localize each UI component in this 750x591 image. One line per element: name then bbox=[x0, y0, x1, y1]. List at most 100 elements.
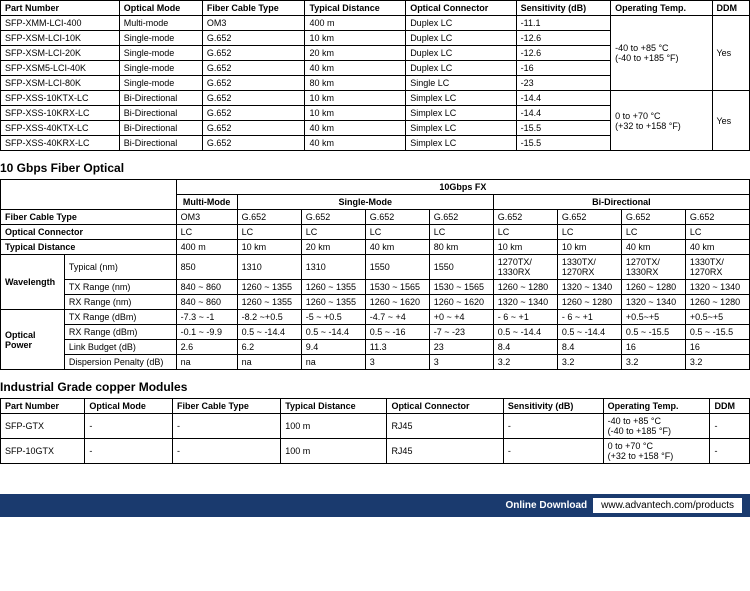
cell: - bbox=[710, 414, 750, 439]
cell: 3.2 bbox=[621, 355, 685, 370]
section-title-10gbps: 10 Gbps Fiber Optical bbox=[0, 161, 750, 175]
cell: Duplex LC bbox=[406, 16, 516, 31]
col-connector: Optical Connector bbox=[406, 1, 516, 16]
cell: - 6 ~ +1 bbox=[493, 310, 557, 325]
cell: 16 bbox=[685, 340, 749, 355]
cell: G.652 bbox=[429, 210, 493, 225]
cell: 10 km bbox=[493, 240, 557, 255]
cell: 0.5 ~ -14.4 bbox=[301, 325, 365, 340]
cell: G.652 bbox=[557, 210, 621, 225]
cell: +0 ~ +4 bbox=[429, 310, 493, 325]
cell: +0.5~+5 bbox=[685, 310, 749, 325]
ddm-cell: Yes bbox=[712, 16, 750, 91]
cell: SFP-XSS-10KTX-LC bbox=[1, 91, 120, 106]
cell: LC bbox=[301, 225, 365, 240]
cell: -16 bbox=[516, 61, 611, 76]
cell: 1550 bbox=[365, 255, 429, 280]
cell: 16 bbox=[621, 340, 685, 355]
table-row: SFP-GTX--100 mRJ45--40 to +85 °C(-40 to … bbox=[1, 414, 750, 439]
cell: 850 bbox=[176, 255, 237, 280]
sub-row-header: RX Range (dBm) bbox=[64, 325, 176, 340]
col-fiber-type: Fiber Cable Type bbox=[173, 399, 281, 414]
cell: 100 m bbox=[281, 414, 387, 439]
cell: na bbox=[237, 355, 301, 370]
cell: -7.3 ~ -1 bbox=[176, 310, 237, 325]
cell: -12.6 bbox=[516, 31, 611, 46]
op-temp-cell: 0 to +70 °C(+32 to +158 °F) bbox=[611, 91, 712, 151]
cell: 1320 ~ 1340 bbox=[621, 295, 685, 310]
cell: 840 ~ 860 bbox=[176, 280, 237, 295]
col-op-temp: Operating Temp. bbox=[603, 399, 710, 414]
cell: -40 to +85 °C(-40 to +185 °F) bbox=[603, 414, 710, 439]
cell: LC bbox=[493, 225, 557, 240]
cell: 3.2 bbox=[685, 355, 749, 370]
table-row: Optical ConnectorLCLCLCLCLCLCLCLCLC bbox=[1, 225, 750, 240]
mode-bidir: Bi-Directional bbox=[493, 195, 749, 210]
ten-gbps-table: 10Gbps FX Multi-Mode Single-Mode Bi-Dire… bbox=[0, 179, 750, 370]
cell: 6.2 bbox=[237, 340, 301, 355]
cell: - bbox=[503, 439, 603, 464]
top-header-10gbps-fx: 10Gbps FX bbox=[176, 180, 749, 195]
cell: 400 m bbox=[305, 16, 406, 31]
sub-row-header: RX Range (nm) bbox=[64, 295, 176, 310]
cell: G.652 bbox=[202, 76, 305, 91]
cell: 1260 ~ 1355 bbox=[301, 280, 365, 295]
cell: -8.2 ~+0.5 bbox=[237, 310, 301, 325]
cell: 0.5 ~ -15.5 bbox=[685, 325, 749, 340]
table-row: Link Budget (dB)2.66.29.411.3238.48.4161… bbox=[1, 340, 750, 355]
cell: 1310 bbox=[301, 255, 365, 280]
cell: 0 to +70 °C(+32 to +158 °F) bbox=[603, 439, 710, 464]
sub-row-header: Typical (nm) bbox=[64, 255, 176, 280]
table-row: Typical Distance400 m10 km20 km40 km80 k… bbox=[1, 240, 750, 255]
cell: 1310 bbox=[237, 255, 301, 280]
table-row: Fiber Cable TypeOM3G.652G.652G.652G.652G… bbox=[1, 210, 750, 225]
mode-single: Single-Mode bbox=[237, 195, 493, 210]
col-op-temp: Operating Temp. bbox=[611, 1, 712, 16]
cell: G.652 bbox=[202, 31, 305, 46]
cell: Single-mode bbox=[119, 31, 202, 46]
cell: - bbox=[85, 414, 173, 439]
row-header: Fiber Cable Type bbox=[1, 210, 177, 225]
col-part-number: Part Number bbox=[1, 399, 85, 414]
cell: Bi-Directional bbox=[119, 91, 202, 106]
cell: SFP-XSS-40KRX-LC bbox=[1, 136, 120, 151]
cell: - bbox=[710, 439, 750, 464]
cell: LC bbox=[237, 225, 301, 240]
cell: 1260 ~ 1280 bbox=[493, 280, 557, 295]
ddm-cell: Yes bbox=[712, 91, 750, 151]
cell: 40 km bbox=[685, 240, 749, 255]
cell: 8.4 bbox=[493, 340, 557, 355]
cell: LC bbox=[557, 225, 621, 240]
cell: 40 km bbox=[305, 121, 406, 136]
cell: 1260 ~ 1620 bbox=[365, 295, 429, 310]
col-distance: Typical Distance bbox=[305, 1, 406, 16]
group-header: Wavelength bbox=[1, 255, 65, 310]
cell: SFP-XSS-40KTX-LC bbox=[1, 121, 120, 136]
col-optical-mode: Optical Mode bbox=[85, 399, 173, 414]
cell: -11.1 bbox=[516, 16, 611, 31]
cell: SFP-XSS-10KRX-LC bbox=[1, 106, 120, 121]
cell: Single-mode bbox=[119, 61, 202, 76]
col-part-number: Part Number bbox=[1, 1, 120, 16]
cell: 1260 ~ 1620 bbox=[429, 295, 493, 310]
col-distance: Typical Distance bbox=[281, 399, 387, 414]
cell: 0.5 ~ -14.4 bbox=[237, 325, 301, 340]
col-fiber-type: Fiber Cable Type bbox=[202, 1, 305, 16]
cell: SFP-XSM-LCI-80K bbox=[1, 76, 120, 91]
cell: LC bbox=[176, 225, 237, 240]
cell: SFP-XMM-LCI-400 bbox=[1, 16, 120, 31]
sub-row-header: TX Range (dBm) bbox=[64, 310, 176, 325]
cell: 10 km bbox=[557, 240, 621, 255]
cell: 1260 ~ 1355 bbox=[237, 280, 301, 295]
cell: -0.1 ~ -9.9 bbox=[176, 325, 237, 340]
col-optical-mode: Optical Mode bbox=[119, 1, 202, 16]
cell: 3.2 bbox=[557, 355, 621, 370]
cell: 3 bbox=[365, 355, 429, 370]
cell: LC bbox=[429, 225, 493, 240]
cell: 40 km bbox=[621, 240, 685, 255]
cell: 1260 ~ 1355 bbox=[237, 295, 301, 310]
cell: OM3 bbox=[176, 210, 237, 225]
col-connector: Optical Connector bbox=[387, 399, 503, 414]
cell: 0.5 ~ -15.5 bbox=[621, 325, 685, 340]
row-header: Optical Connector bbox=[1, 225, 177, 240]
